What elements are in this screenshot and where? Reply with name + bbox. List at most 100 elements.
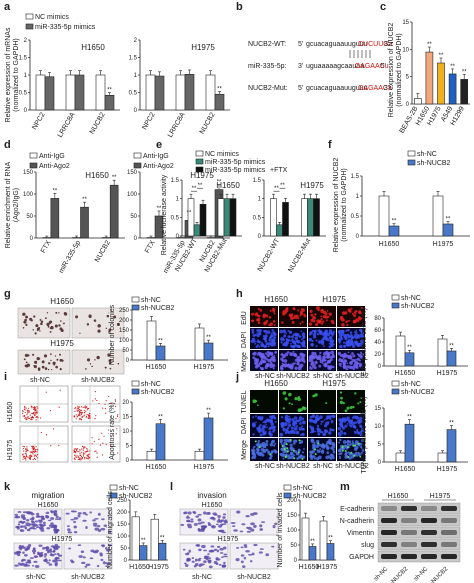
- panel-j-merge-cell: [344, 450, 347, 453]
- panel-j-tile-cell: [313, 441, 316, 444]
- panel-l-image-cell: [222, 516, 226, 519]
- panel-i-event: [83, 415, 85, 417]
- panel-h-tile-cell: [259, 309, 263, 312]
- panel-k-image-cell: [51, 524, 57, 528]
- panel-k-image-cell: [43, 521, 46, 525]
- panel-l-image-cell: [248, 553, 253, 556]
- panel-g-plate-colony: [51, 368, 53, 371]
- panel-a-0-y-tick-label: 1: [24, 73, 28, 79]
- panel-f-ylabel-2: (normalized to GAPDH): [341, 168, 348, 242]
- panel-l-image-cell: [180, 523, 185, 526]
- panel-k-image-cell: [85, 563, 91, 567]
- panel-l-image-cell: [215, 523, 219, 526]
- panel-h-tile-cell: [281, 321, 284, 324]
- panel-a-legend-mir-label: miR-335-5p mimics: [35, 24, 96, 31]
- panel-d-1-y-tick-label: 50: [130, 214, 137, 220]
- panel-g-plate-colony: [22, 326, 25, 329]
- panel-j-legend-nc-label: sh-NC: [401, 381, 421, 388]
- panel-h-tile-cell: [297, 363, 299, 365]
- panel-g-plate-colony: [96, 355, 100, 360]
- panel-j-tile-cell: [339, 430, 343, 433]
- panel-l-image-cell: [253, 543, 258, 547]
- panel-l-image-cell: [190, 518, 194, 521]
- panel-j-tile-cell: [352, 424, 356, 428]
- panel-i-event: [81, 412, 83, 415]
- panel-i-event: [37, 407, 39, 409]
- panel-h-tile-cell: [266, 330, 271, 334]
- panel-k-image-cell: [30, 512, 35, 516]
- panel-l-image-cell: [265, 553, 270, 557]
- panel-j-tile-cell: [257, 439, 260, 443]
- panel-j-tile-cell: [309, 454, 313, 458]
- panel-i-event: [94, 450, 96, 452]
- panel-j-tile-cell: [344, 455, 349, 459]
- panel-h-tile-cell: [321, 342, 325, 346]
- panel-j-tile-cell: [331, 456, 335, 460]
- panel-j-tile-cell: [265, 440, 269, 443]
- panel-j-merge-cell: [289, 439, 292, 442]
- panel-g-plate-colony: [55, 325, 57, 327]
- panel-k-image-cell: [14, 564, 19, 567]
- panel-i-event: [74, 451, 77, 454]
- panel-h-tile-cell: [270, 332, 273, 335]
- panel-k-image-cell: [73, 525, 77, 529]
- panel-h-tile-cell: [321, 362, 324, 365]
- panel-f-y-tick-label: 1.5: [351, 174, 360, 180]
- panel-h-x-label: H1650: [395, 370, 416, 377]
- panel-j-tile-cell: [301, 455, 306, 459]
- panel-h-tile-cell: [300, 330, 303, 333]
- panel-j-legend-nucb2-swatch: [391, 388, 400, 395]
- panel-h-tile-cell: [351, 358, 355, 363]
- panel-h-tile-cell: [350, 337, 353, 340]
- panel-m-blot-strip: [377, 550, 461, 563]
- panel-h-tile-cell: [280, 367, 284, 371]
- panel-h-tile-cell: [302, 355, 305, 358]
- panel-h-tile-cell: [290, 316, 294, 320]
- panel-g-plate-colony: [41, 365, 45, 369]
- panel-j-tile-cell: [284, 422, 288, 427]
- panel-g-plate-colony: [30, 319, 33, 322]
- panel-e-ylabel: Relative luciferase activity: [161, 174, 168, 255]
- panel-j-tile-cell: [342, 440, 347, 444]
- panel-j-tile-cell: [252, 416, 255, 419]
- panel-k-bar-nucb2: [139, 545, 148, 561]
- panel-h-tile-cell: [357, 316, 362, 320]
- panel-k-image-cell: [17, 562, 21, 565]
- panel-i-event: [75, 456, 77, 459]
- panel-k-image-cell: [35, 512, 40, 516]
- panel-h-tile-cell: [292, 317, 294, 320]
- panel-j-merge-cell: [254, 440, 257, 443]
- panel-d-ylabel: Relative enrichment of RNA: [5, 161, 12, 248]
- panel-l-image-cell: [193, 523, 198, 526]
- panel-m-band: [381, 506, 397, 511]
- panel-j-tile-cell: [350, 454, 355, 459]
- panel-h-tile-cell: [326, 310, 329, 312]
- panel-h-tile-cell: [257, 321, 261, 325]
- panel-j-tile-cell: [303, 448, 305, 450]
- panel-h-tile-cell: [272, 331, 276, 335]
- panel-h-tile-cell: [315, 339, 318, 342]
- panel-j-tile-cell: [346, 422, 349, 425]
- panel-j-tile-cell: [261, 427, 264, 430]
- panel-i-event: [86, 406, 88, 408]
- panel-h-tile-cell: [269, 335, 273, 338]
- panel-a-bar-mir: [184, 74, 195, 111]
- panel-i-event: [84, 446, 86, 448]
- panel-j-tile-cell: [280, 425, 284, 429]
- panel-g-plate-colony: [62, 322, 65, 325]
- panel-j-y-tick-label: 10: [374, 424, 381, 430]
- panel-i-event: [33, 407, 36, 409]
- panel-h-tile-cell: [256, 333, 260, 338]
- panel-h-x-label: H1975: [437, 370, 458, 377]
- panel-h-tile-cell: [348, 339, 351, 341]
- panel-g-plate-colony: [47, 325, 50, 328]
- panel-i-y-tick-label: 5: [126, 444, 130, 450]
- panel-i-event: [36, 448, 38, 450]
- panel-i-event: [23, 457, 26, 459]
- panel-h-tile-cell: [285, 344, 287, 347]
- panel-j-tile-cell: [329, 453, 333, 457]
- panel-m-band: [421, 530, 437, 535]
- panel-h-tile-cell: [267, 345, 270, 348]
- panel-h-tile-cell: [313, 329, 316, 332]
- panel-j-shnucb2-label: sh-NUCB2: [276, 463, 310, 470]
